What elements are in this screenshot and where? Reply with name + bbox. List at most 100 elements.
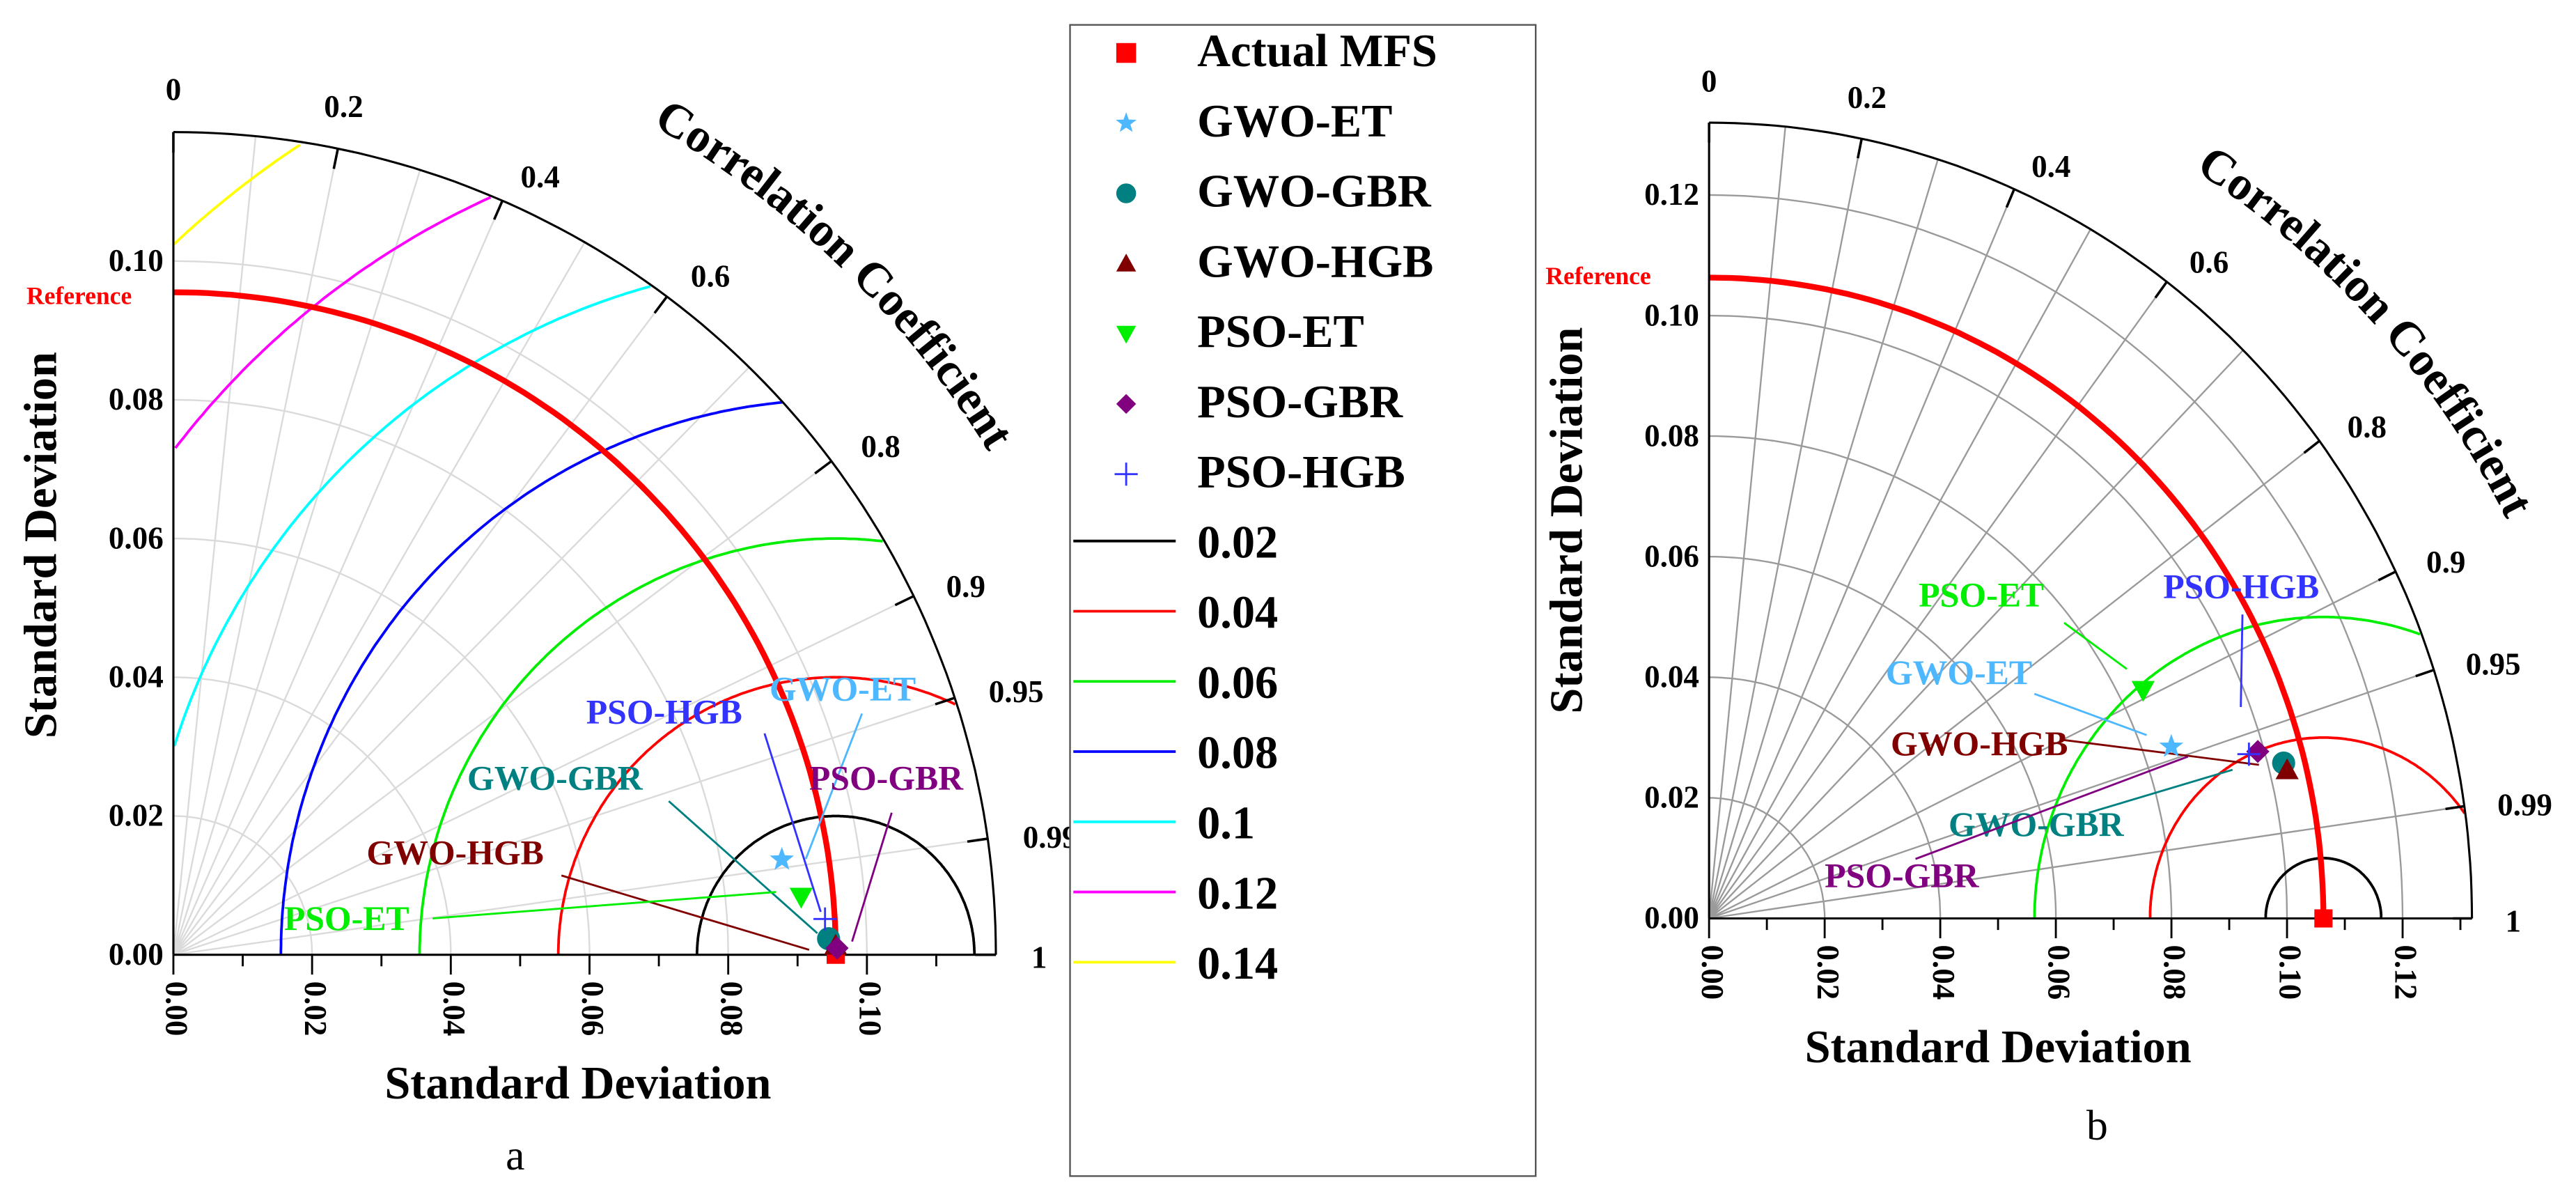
panel-label: a [506, 1132, 524, 1179]
y-tick-label: 0.12 [1644, 177, 1699, 212]
annotation-label: GWO-ET [770, 670, 916, 708]
annotation-leader-line [2240, 614, 2244, 708]
corr-tick-label: 0 [166, 72, 182, 107]
corr-grid-ray [1708, 349, 2244, 919]
arc-title-path [653, 125, 1027, 520]
corr-tick [492, 200, 504, 220]
reference-label: Reference [26, 281, 132, 309]
y-tick-label: 0.08 [1644, 418, 1699, 453]
rms-contour [279, 401, 783, 955]
std-grid-arc [1709, 676, 1942, 919]
y-axis-title: Standard Deviation [16, 352, 67, 738]
annotation-label: PSO-ET [284, 899, 409, 938]
corr-tick-label: 0.6 [691, 259, 730, 294]
corr-tick-label: 0.4 [520, 160, 559, 194]
legend-rms-label: 0.02 [1197, 517, 1278, 568]
y-tick-label: 0.04 [1644, 660, 1699, 694]
x-tick-label: 0.00 [1695, 945, 1730, 1000]
std-grid-arc [173, 260, 868, 955]
corr-tick [653, 295, 669, 314]
corr-grid-ray [173, 296, 668, 956]
y-tick-label: 0.04 [109, 660, 164, 694]
annotation-label: GWO-ET [1886, 653, 2032, 692]
y-tick-label: 0.06 [109, 520, 164, 555]
corr-grid-ray [1708, 159, 1939, 919]
legend-label: GWO-HGB [1197, 236, 1433, 287]
annotation-leader-line [2089, 768, 2233, 814]
legend-rms-label: 0.14 [1197, 938, 1278, 989]
corr-tick [894, 595, 914, 607]
data-point-pso-et [789, 887, 813, 909]
corr-tick-label: 0.9 [946, 569, 985, 604]
corr-grid-ray [1708, 805, 2465, 919]
data-point-gwo-hgb [2275, 758, 2299, 779]
annotation-label: PSO-GBR [1825, 856, 1979, 894]
y-tick-label: 0.10 [1644, 297, 1699, 332]
legend-box [1069, 24, 1537, 1177]
corr-tick-label: 0 [1701, 63, 1717, 98]
rms-contour [172, 143, 301, 246]
annotation-leader-line [561, 874, 810, 951]
legend-label: GWO-ET [1197, 96, 1392, 147]
std-grid-arc [1709, 797, 1826, 919]
legend-label: PSO-GBR [1197, 377, 1403, 428]
legend-marker-actual-mfs [1116, 42, 1137, 63]
corr-tick [2378, 570, 2396, 582]
corr-tick-label: 0.8 [861, 429, 900, 464]
annotation-label: PSO-HGB [586, 693, 742, 731]
corr-grid-ray [1708, 126, 1786, 919]
data-point-pso-hgb [813, 907, 837, 931]
x-tick-label: 0.10 [2273, 945, 2308, 1000]
legend-label: Actual MFS [1197, 26, 1437, 77]
corr-tick [935, 697, 955, 706]
annotation-leader-line [2063, 621, 2128, 670]
taylor-chart-a: Reference 0.00 0.02 0.04 0.06 0.08 0.10 0.00 0.0… [16, 72, 1078, 1179]
annotation-leader-line [851, 812, 893, 942]
x-tick-label: 0.04 [1926, 945, 1961, 1000]
data-point-actual-mfs [2314, 909, 2333, 928]
x-tick-label: 0.02 [298, 981, 333, 1036]
y-tick-label: 0.10 [109, 243, 164, 278]
x-axis-title: Standard Deviation [384, 1058, 771, 1109]
rms-contour [173, 285, 651, 747]
annotation-label: GWO-HGB [366, 833, 543, 871]
annotation-leader-line [804, 713, 864, 860]
corr-tick-label: 1 [2505, 903, 2521, 938]
corr-tick-label: 1 [1031, 940, 1047, 975]
std-grid-arc [173, 537, 591, 955]
corr-grid-ray [173, 697, 955, 956]
y-tick-label: 0.06 [1644, 538, 1699, 573]
rms-contour [556, 676, 956, 955]
rms-contour [418, 537, 883, 955]
annotation-leader-line [2034, 692, 2147, 736]
corr-tick [332, 148, 339, 169]
x-tick-label: 0.06 [575, 981, 610, 1036]
annotation-label: PSO-GBR [809, 759, 964, 798]
legend-marker-gwo-hgb [1116, 254, 1137, 272]
y-tick-label: 0.02 [1644, 780, 1699, 815]
corr-tick-label: 0.2 [324, 89, 363, 124]
corr-grid-ray [1708, 188, 2015, 919]
corr-grid-ray [1708, 570, 2396, 919]
data-point-pso-hgb [2237, 743, 2261, 766]
data-point-gwo-et [770, 846, 795, 870]
annotation-leader-line [763, 733, 822, 912]
rms-contour [2148, 736, 2466, 919]
x-tick-label: 0.10 [853, 981, 888, 1036]
corr-tick [2445, 805, 2465, 811]
annotation-label: GWO-HGB [1891, 724, 2068, 763]
data-point-gwo-et [2159, 733, 2184, 757]
corr-grid-ray [172, 136, 257, 955]
x-tick-label: 0.06 [2042, 945, 2077, 1000]
x-tick-label: 0.08 [714, 981, 749, 1036]
std-grid-arc [173, 676, 452, 955]
data-point-pso-gbr [2246, 740, 2270, 763]
reference-label: Reference [1545, 262, 1650, 290]
annotation-label: GWO-GBR [1949, 805, 2125, 844]
corr-grid-ray [1708, 440, 2320, 919]
arc-title-path [2195, 171, 2536, 584]
std-grid-arc [1709, 556, 2057, 919]
annotation-leader-line [432, 891, 776, 919]
corr-tick [814, 460, 832, 475]
y-axis-title: Standard Deviation [1542, 327, 1593, 714]
